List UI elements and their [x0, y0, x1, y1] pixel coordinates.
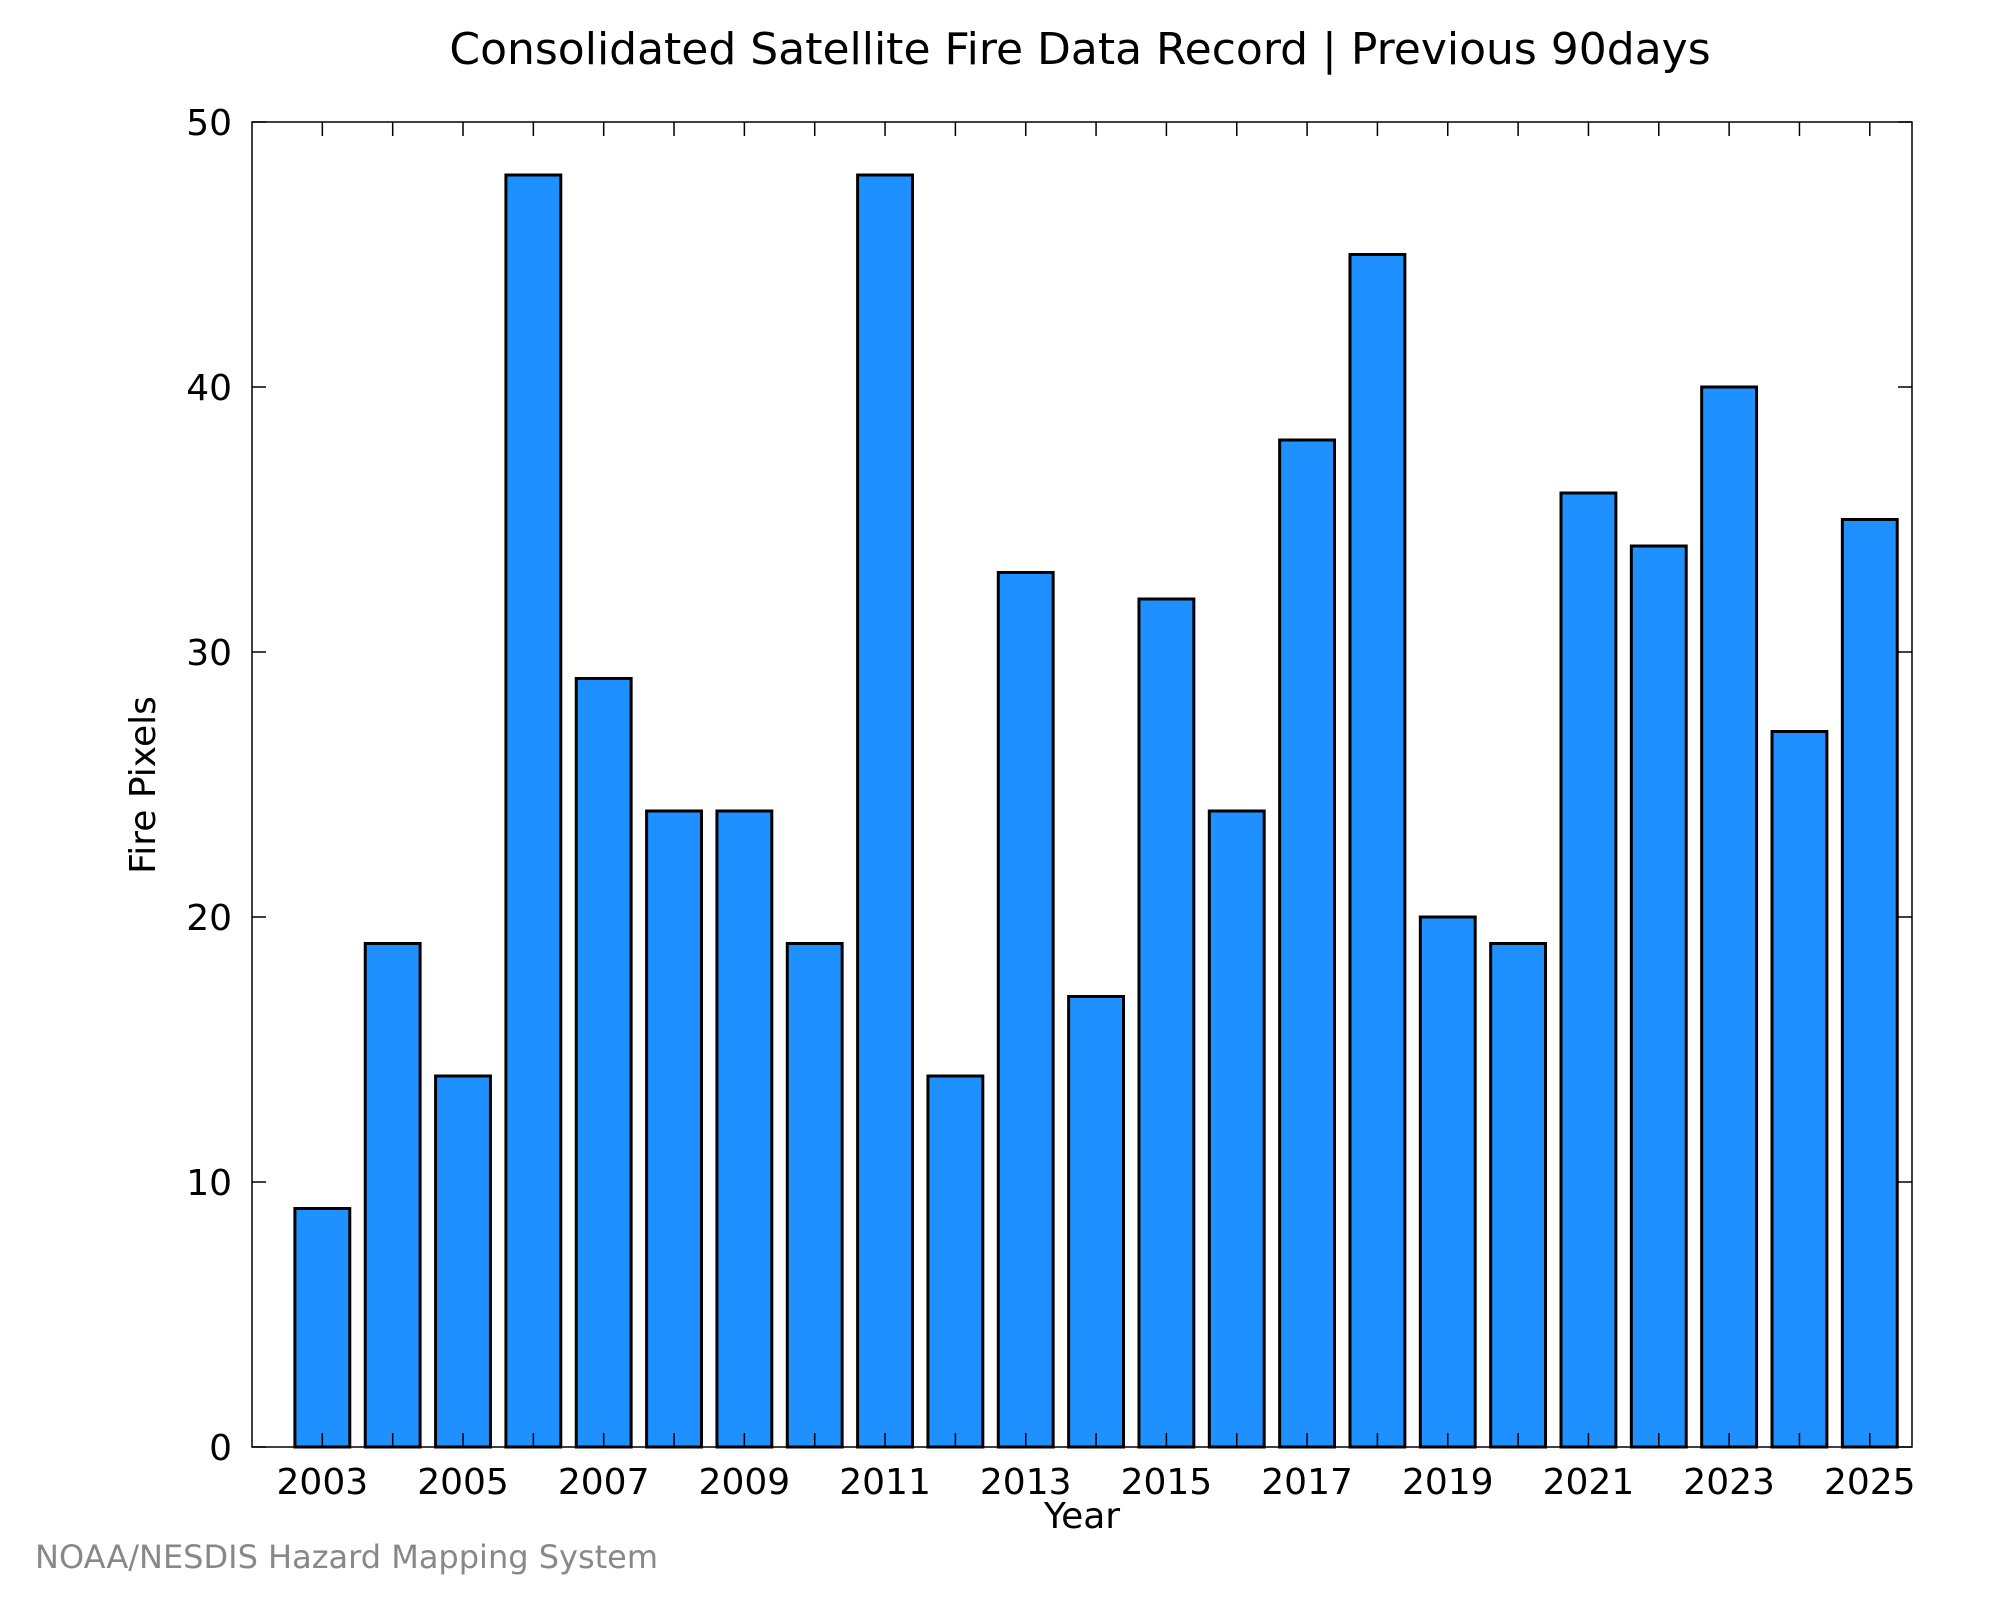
x-tick-label: 2021	[1543, 1462, 1635, 1503]
bar-2014	[1067, 995, 1126, 1449]
bar-2003	[293, 1207, 352, 1449]
bar-2009	[715, 809, 774, 1449]
x-axis-label: Year	[1043, 1496, 1120, 1537]
y-axis-ticks: 0 10 20 30 40 50	[186, 103, 1912, 1469]
x-tick-label: 2017	[1261, 1462, 1353, 1503]
bar-2022	[1629, 544, 1688, 1449]
bar-2008	[645, 809, 703, 1449]
y-tick-label: 50	[186, 103, 232, 144]
bars-layer	[293, 173, 1899, 1449]
bar-2024	[1770, 730, 1829, 1449]
bar-2025	[1840, 518, 1899, 1449]
x-tick-label: 2005	[417, 1462, 509, 1503]
bar-2010	[785, 942, 844, 1449]
bar-2007	[574, 677, 633, 1449]
x-tick-label: 2025	[1824, 1462, 1916, 1503]
x-axis-ticks: 2003 2005 2007 2009 2011 2013 2015 2017 2019 2021…	[277, 122, 1916, 1503]
x-tick-label: 2019	[1402, 1462, 1494, 1503]
source-credit: NOAA/NESDIS Hazard Mapping System	[35, 1538, 659, 1576]
x-tick-label: 2007	[558, 1462, 650, 1503]
bar-2018	[1348, 253, 1407, 1449]
bar-2012	[926, 1074, 985, 1449]
y-tick-label: 0	[209, 1428, 232, 1469]
x-tick-label: 2023	[1683, 1462, 1775, 1503]
y-tick-label: 10	[186, 1163, 232, 1204]
x-tick-label: 2011	[839, 1462, 931, 1503]
bar-2016	[1207, 809, 1266, 1449]
bar-2004	[363, 942, 422, 1449]
y-axis-label: Fire Pixels	[123, 696, 164, 874]
bar-2013	[996, 571, 1055, 1449]
bar-2017	[1278, 438, 1337, 1449]
bar-2023	[1700, 385, 1759, 1449]
bar-2011	[856, 173, 914, 1449]
chart-title: Consolidated Satellite Fire Data Record …	[449, 24, 1710, 75]
bar-2006	[504, 173, 563, 1449]
bar-2021	[1559, 491, 1618, 1449]
x-tick-label: 2009	[699, 1462, 791, 1503]
x-tick-label: 2013	[980, 1462, 1072, 1503]
x-tick-label: 2003	[277, 1462, 369, 1503]
y-tick-label: 30	[186, 633, 232, 674]
bar-2005	[434, 1074, 492, 1449]
bar-2015	[1137, 597, 1196, 1449]
x-tick-label: 2015	[1121, 1462, 1213, 1503]
bar-2019	[1418, 915, 1477, 1449]
bar-2020	[1489, 942, 1548, 1449]
y-tick-label: 20	[186, 898, 232, 939]
y-tick-label: 40	[186, 368, 232, 409]
